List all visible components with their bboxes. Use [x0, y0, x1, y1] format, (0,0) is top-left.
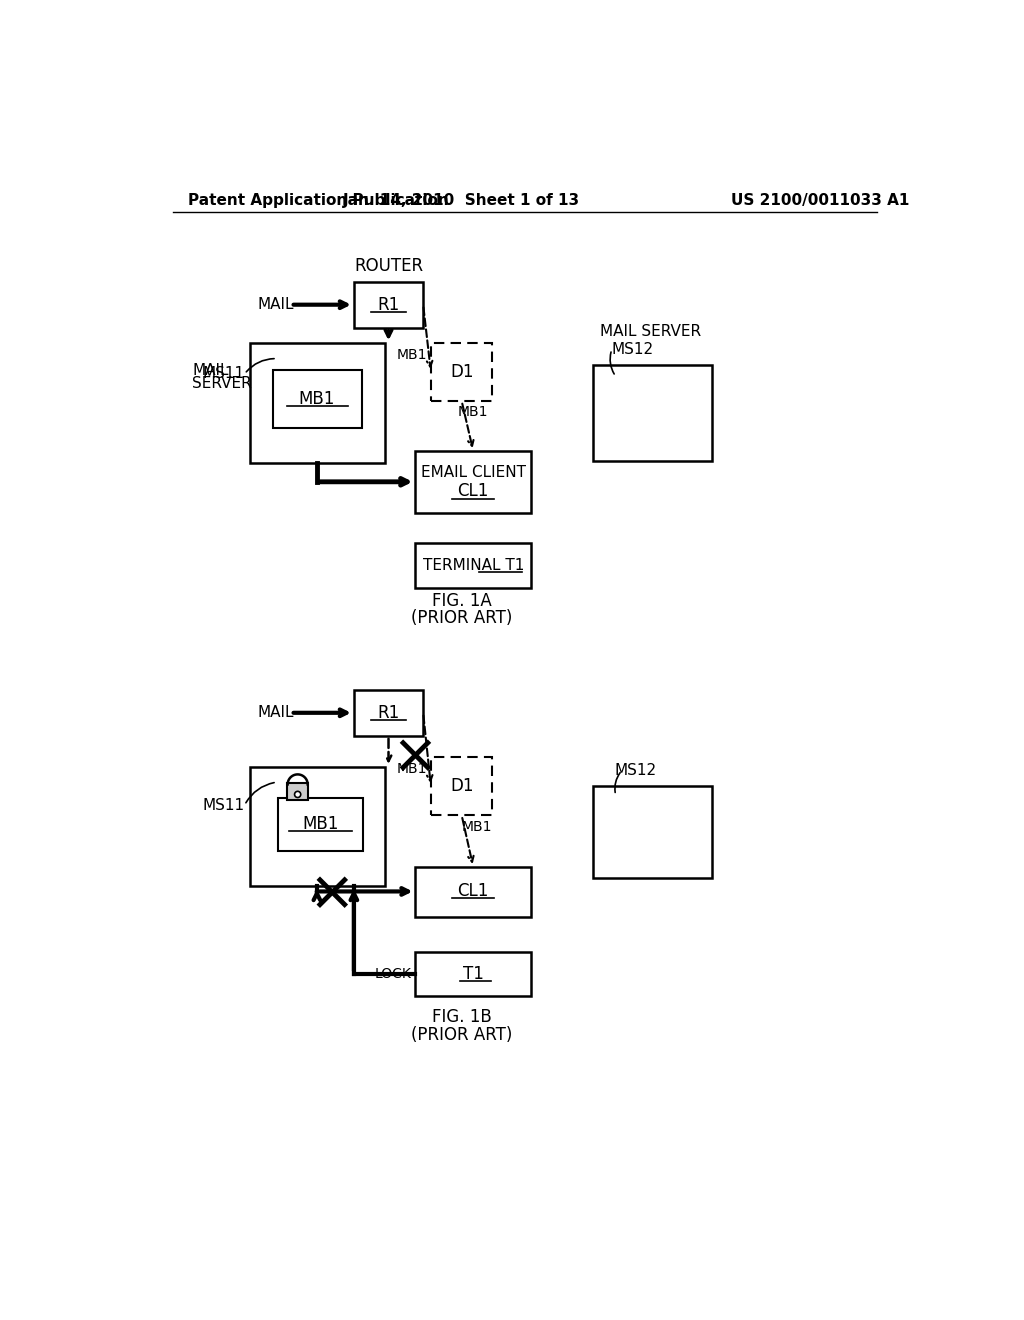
- Text: MS11: MS11: [203, 367, 245, 381]
- Text: MAIL: MAIL: [258, 297, 294, 313]
- Bar: [593, 364, 712, 461]
- Circle shape: [295, 792, 301, 797]
- Bar: [287, 783, 308, 800]
- Text: US 2100/0011033 A1: US 2100/0011033 A1: [731, 193, 909, 209]
- Bar: [416, 867, 531, 917]
- Text: ROUTER: ROUTER: [354, 257, 423, 276]
- Text: MB1: MB1: [396, 762, 427, 776]
- Text: MAIL: MAIL: [258, 705, 294, 721]
- Text: SERVER: SERVER: [193, 376, 252, 391]
- Text: MAIL SERVER: MAIL SERVER: [600, 325, 701, 339]
- Text: Jan. 14, 2010  Sheet 1 of 13: Jan. 14, 2010 Sheet 1 of 13: [343, 193, 581, 209]
- Text: (PRIOR ART): (PRIOR ART): [411, 609, 512, 627]
- Bar: [250, 767, 385, 886]
- Bar: [416, 952, 531, 997]
- Text: MAIL: MAIL: [193, 363, 228, 378]
- Text: FIG. 1B: FIG. 1B: [432, 1008, 492, 1026]
- Text: R1: R1: [378, 296, 399, 314]
- Text: (PRIOR ART): (PRIOR ART): [411, 1026, 512, 1044]
- Bar: [354, 689, 423, 737]
- Text: D1: D1: [450, 363, 473, 380]
- Text: TERMINAL T1: TERMINAL T1: [423, 558, 524, 573]
- Text: MS12: MS12: [614, 763, 656, 777]
- Text: CL1: CL1: [458, 883, 488, 900]
- Bar: [416, 544, 531, 589]
- Bar: [273, 370, 361, 428]
- Bar: [250, 343, 385, 462]
- Text: MB1: MB1: [299, 389, 335, 408]
- Text: Patent Application Publication: Patent Application Publication: [188, 193, 450, 209]
- Bar: [593, 785, 712, 878]
- Text: MB1: MB1: [396, 347, 427, 362]
- Text: EMAIL CLIENT: EMAIL CLIENT: [421, 465, 525, 480]
- Bar: [279, 797, 364, 851]
- Text: R1: R1: [378, 704, 399, 722]
- Text: MB1: MB1: [458, 405, 488, 420]
- Bar: [416, 451, 531, 512]
- Bar: [431, 343, 493, 401]
- Text: D1: D1: [450, 777, 473, 795]
- Text: MS12: MS12: [611, 342, 654, 356]
- Text: LOCK: LOCK: [375, 966, 412, 981]
- Text: T1: T1: [463, 965, 483, 983]
- Text: FIG. 1A: FIG. 1A: [432, 593, 492, 610]
- Text: MB1: MB1: [462, 820, 493, 834]
- Text: MS11: MS11: [203, 797, 245, 813]
- Bar: [431, 758, 493, 816]
- Bar: [354, 281, 423, 327]
- Text: MB1: MB1: [302, 816, 339, 833]
- Text: CL1: CL1: [458, 482, 488, 500]
